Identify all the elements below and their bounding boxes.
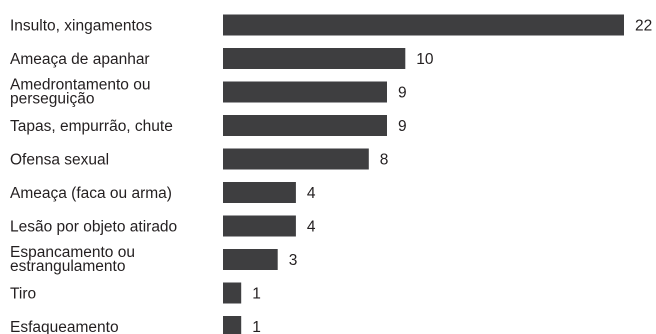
category-label-8: Tiro bbox=[10, 286, 36, 303]
bar-9 bbox=[223, 316, 242, 334]
bars-layer bbox=[223, 14, 624, 334]
category-label-9: Esfaqueamento bbox=[10, 319, 119, 334]
bar-8 bbox=[223, 282, 242, 304]
category-label-0: Insulto, xingamentos bbox=[10, 18, 152, 35]
value-label-9: 1 bbox=[252, 319, 261, 334]
value-label-7: 3 bbox=[289, 252, 298, 269]
value-label-4: 8 bbox=[380, 152, 389, 169]
category-label-2: Amedrontamento ou perseguição bbox=[10, 77, 150, 108]
value-label-0: 22 bbox=[635, 18, 652, 35]
category-label-5: Ameaça (faca ou arma) bbox=[10, 185, 172, 202]
category-labels: Insulto, xingamentos Ameaça de apanhar Ame… bbox=[10, 18, 177, 334]
value-label-8: 1 bbox=[252, 286, 261, 303]
bar-4 bbox=[223, 148, 369, 170]
bar-5 bbox=[223, 182, 296, 203]
category-label-4: Ofensa sexual bbox=[10, 152, 109, 169]
category-label-1: Ameaça de apanhar bbox=[10, 51, 150, 68]
bar-3 bbox=[223, 115, 387, 136]
bar-0 bbox=[223, 14, 624, 36]
bar-1 bbox=[223, 48, 406, 69]
value-label-3: 9 bbox=[398, 118, 407, 135]
category-label-3: Tapas, empurrão, chute bbox=[10, 118, 173, 135]
value-label-6: 4 bbox=[307, 219, 316, 236]
bar-7 bbox=[223, 249, 278, 270]
value-label-2: 9 bbox=[398, 85, 407, 102]
bar-2 bbox=[223, 81, 387, 103]
bar-6 bbox=[223, 215, 296, 237]
category-label-6: Lesão por objeto atirado bbox=[10, 219, 177, 236]
value-label-5: 4 bbox=[307, 185, 316, 202]
value-label-1: 10 bbox=[416, 51, 434, 68]
category-label-7: Espancamento ou estrangulamento bbox=[10, 244, 135, 275]
